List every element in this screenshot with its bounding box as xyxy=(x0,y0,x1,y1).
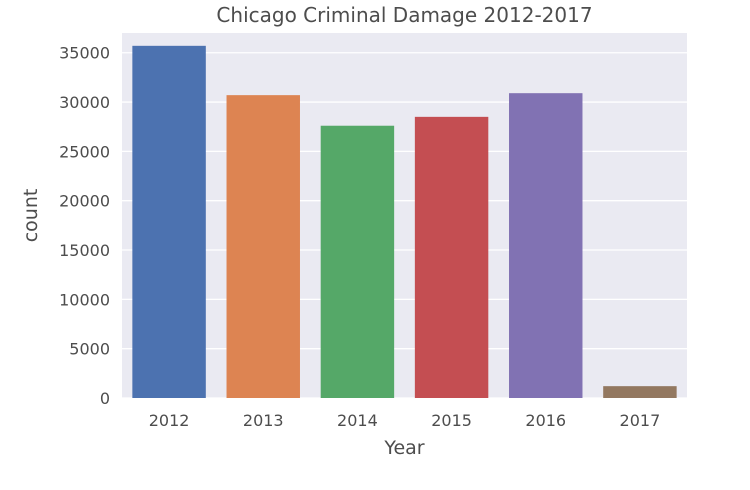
y-tick-label: 20000 xyxy=(59,192,110,211)
y-tick-label: 5000 xyxy=(69,340,110,359)
x-tick-label: 2016 xyxy=(525,411,566,430)
y-tick-label: 30000 xyxy=(59,93,110,112)
y-tick-label: 10000 xyxy=(59,290,110,309)
bar-2017 xyxy=(603,386,677,398)
bar-2016 xyxy=(509,93,583,399)
y-tick-label: 15000 xyxy=(59,241,110,260)
bar-2014 xyxy=(320,125,395,398)
y-tick-labels: 0 5000 10000 15000 20000 25000 30000 35000 xyxy=(59,44,110,408)
x-tick-labels: 2012 2013 2014 2015 2016 2017 xyxy=(149,411,661,430)
plot-background xyxy=(122,33,687,398)
x-tick-label: 2017 xyxy=(620,411,661,430)
x-tick-label: 2013 xyxy=(243,411,284,430)
gridlines xyxy=(122,52,687,399)
x-tick-label: 2012 xyxy=(149,411,190,430)
x-tick-label: 2015 xyxy=(431,411,472,430)
y-tick-label: 35000 xyxy=(59,44,110,63)
y-axis-label: count xyxy=(20,189,42,243)
x-tick-label: 2014 xyxy=(337,411,378,430)
x-axis-label: Year xyxy=(383,437,424,459)
bar-2012 xyxy=(132,45,206,398)
bars xyxy=(132,45,677,399)
bar-2013 xyxy=(226,95,300,398)
bar-2015 xyxy=(414,116,489,398)
y-tick-label: 0 xyxy=(100,389,110,408)
y-tick-label: 25000 xyxy=(59,142,110,161)
chart-title: Chicago Criminal Damage 2012-2017 xyxy=(216,3,592,27)
